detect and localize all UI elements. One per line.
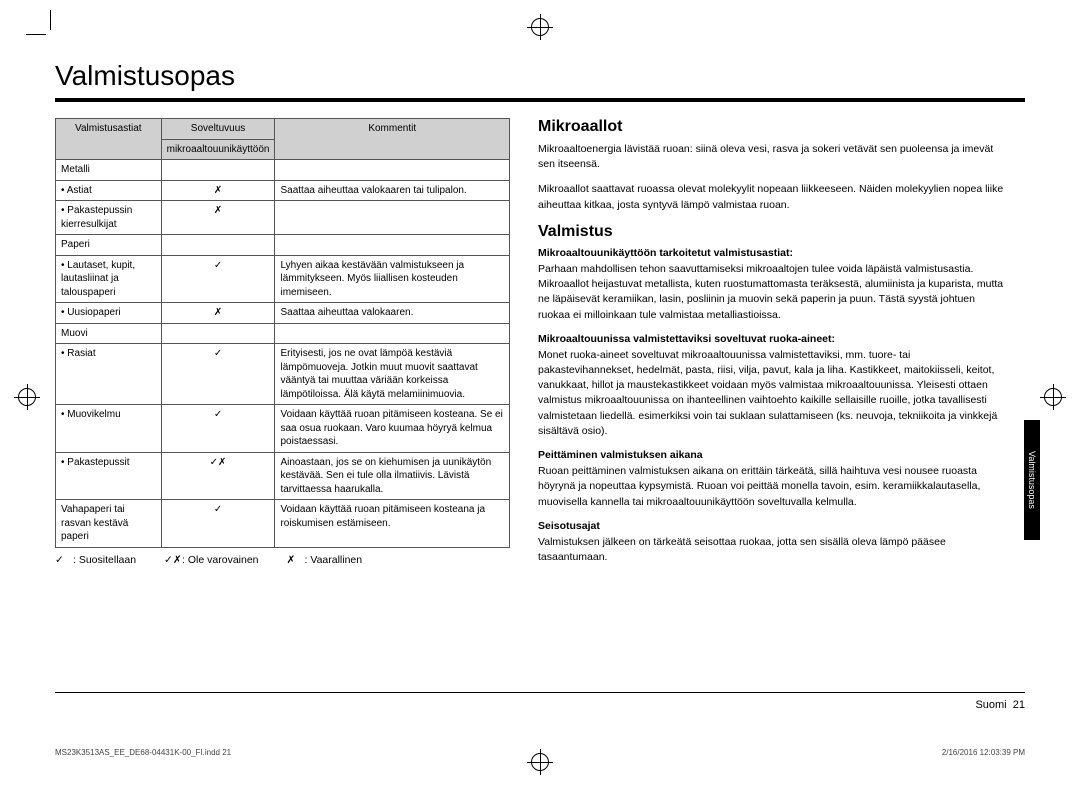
footer-page: 21 <box>1013 699 1025 711</box>
cell-cookware: Metalli <box>56 160 162 181</box>
body-block: Mikroaaltouunikäyttöön tarkoitetut valmi… <box>538 247 1008 565</box>
table-row: • Astiat✗Saattaa aiheuttaa valokaaren ta… <box>56 180 510 201</box>
cell-cookware: • Pakastepussin kierresulkijat <box>56 201 162 235</box>
page-title: Valmistusopas <box>55 60 1025 102</box>
intro-block: Mikroaaltoenergia lävistää ruoan: siinä … <box>538 142 1008 213</box>
page-content: Valmistusopas Valmistusastiat Soveltuvuu… <box>55 60 1025 720</box>
print-file: MS23K3513AS_EE_DE68-04431K-00_FI.indd 21 <box>55 748 231 757</box>
cell-cookware: Paperi <box>56 235 162 256</box>
subhead: Mikroaaltouunissa valmistettaviksi sovel… <box>538 333 1008 345</box>
registration-mark <box>1044 388 1062 406</box>
cell-comment <box>275 235 510 256</box>
table-row: • Uusiopaperi✗Saattaa aiheuttaa valokaar… <box>56 303 510 324</box>
cell-cookware: • Astiat <box>56 180 162 201</box>
cell-cookware: • Pakastepussit <box>56 452 162 500</box>
print-info: MS23K3513AS_EE_DE68-04431K-00_FI.indd 21… <box>55 748 1025 757</box>
print-timestamp: 2/16/2016 12:03:39 PM <box>942 748 1025 757</box>
cell-comment: Saattaa aiheuttaa valokaaren tai tulipal… <box>275 180 510 201</box>
cell-suitability: ✓ <box>161 255 275 303</box>
cell-suitability: ✓ <box>161 405 275 453</box>
cell-comment: Erityisesti, jos ne ovat lämpöä kestäviä… <box>275 344 510 405</box>
crop-mark <box>50 10 51 30</box>
cell-cookware: Muovi <box>56 323 162 344</box>
cell-suitability <box>161 323 275 344</box>
cell-comment: Saattaa aiheuttaa valokaaren. <box>275 303 510 324</box>
legend-dangerous: ✗: Vaarallinen <box>287 554 363 566</box>
cell-comment <box>275 323 510 344</box>
table-row: Paperi <box>56 235 510 256</box>
paragraph: Mikroaallot saattavat ruoassa olevat mol… <box>538 182 1008 212</box>
paragraph: Monet ruoka-aineet soveltuvat mikroaalto… <box>538 348 1008 439</box>
table-row: Metalli <box>56 160 510 181</box>
cell-comment: Voidaan käyttää ruoan pitämiseen kostean… <box>275 405 510 453</box>
cell-suitability: ✗ <box>161 303 275 324</box>
cell-suitability: ✗ <box>161 201 275 235</box>
table-row: Muovi <box>56 323 510 344</box>
footer-lang: Suomi <box>975 699 1006 711</box>
th-suitability-b: mikroaaltouunikäyttöön <box>161 139 275 160</box>
th-suitability-a: Soveltuvuus <box>161 119 275 140</box>
table-row: • Pakastepussit✓✗Ainoastaan, jos se on k… <box>56 452 510 500</box>
paragraph: Valmistuksen jälkeen on tärkeätä seisott… <box>538 535 1008 565</box>
cell-comment: Ainoastaan, jos se on kiehumisen ja uuni… <box>275 452 510 500</box>
columns: Valmistusastiat Soveltuvuus Kommentit mi… <box>55 118 1025 575</box>
cell-suitability: ✓ <box>161 344 275 405</box>
subhead: Seisotusajat <box>538 520 1008 532</box>
cell-comment <box>275 160 510 181</box>
paragraph: Parhaan mahdollisen tehon saavuttamiseks… <box>538 262 1008 323</box>
paragraph: Mikroaaltoenergia lävistää ruoan: siinä … <box>538 142 1008 172</box>
column-right: Mikroaallot Mikroaaltoenergia lävistää r… <box>538 118 1008 575</box>
page-footer: Suomi 21 <box>55 692 1025 711</box>
legend-recommended: ✓: Suositellaan <box>55 554 136 566</box>
heading-microwaves: Mikroaallot <box>538 118 1008 136</box>
cell-comment <box>275 201 510 235</box>
legend-careful: ✓✗: Ole varovainen <box>164 554 258 566</box>
cell-suitability: ✗ <box>161 180 275 201</box>
side-tab: Valmistusopas <box>1024 420 1040 540</box>
cookware-table: Valmistusastiat Soveltuvuus Kommentit mi… <box>55 118 510 548</box>
subhead: Mikroaaltouunikäyttöön tarkoitetut valmi… <box>538 247 1008 259</box>
heading-cooking: Valmistus <box>538 223 1008 241</box>
registration-mark <box>18 388 36 406</box>
table-row: • Lautaset, kupit, lautasliinat ja talou… <box>56 255 510 303</box>
cell-cookware: • Muovikelmu <box>56 405 162 453</box>
table-row: • Rasiat✓Erityisesti, jos ne ovat lämpöä… <box>56 344 510 405</box>
cell-suitability <box>161 160 275 181</box>
cell-cookware: • Lautaset, kupit, lautasliinat ja talou… <box>56 255 162 303</box>
table-row: • Muovikelmu✓Voidaan käyttää ruoan pitäm… <box>56 405 510 453</box>
cell-cookware: Vahapaperi tai rasvan kestävä paperi <box>56 500 162 548</box>
registration-mark <box>531 18 549 36</box>
column-left: Valmistusastiat Soveltuvuus Kommentit mi… <box>55 118 510 575</box>
subhead: Peittäminen valmistuksen aikana <box>538 449 1008 461</box>
cell-comment: Lyhyen aikaa kestävään valmistukseen ja … <box>275 255 510 303</box>
table-row: • Pakastepussin kierresulkijat✗ <box>56 201 510 235</box>
cell-comment: Voidaan käyttää ruoan pitämiseen kostean… <box>275 500 510 548</box>
cell-cookware: • Uusiopaperi <box>56 303 162 324</box>
cell-suitability <box>161 235 275 256</box>
th-cookware: Valmistusastiat <box>56 119 162 160</box>
legend: ✓: Suositellaan ✓✗: Ole varovainen ✗: Va… <box>55 554 510 566</box>
th-comments: Kommentit <box>275 119 510 160</box>
table-row: Vahapaperi tai rasvan kestävä paperi✓Voi… <box>56 500 510 548</box>
paragraph: Ruoan peittäminen valmistuksen aikana on… <box>538 464 1008 510</box>
cell-suitability: ✓✗ <box>161 452 275 500</box>
crop-mark <box>26 34 46 35</box>
cell-suitability: ✓ <box>161 500 275 548</box>
cell-cookware: • Rasiat <box>56 344 162 405</box>
